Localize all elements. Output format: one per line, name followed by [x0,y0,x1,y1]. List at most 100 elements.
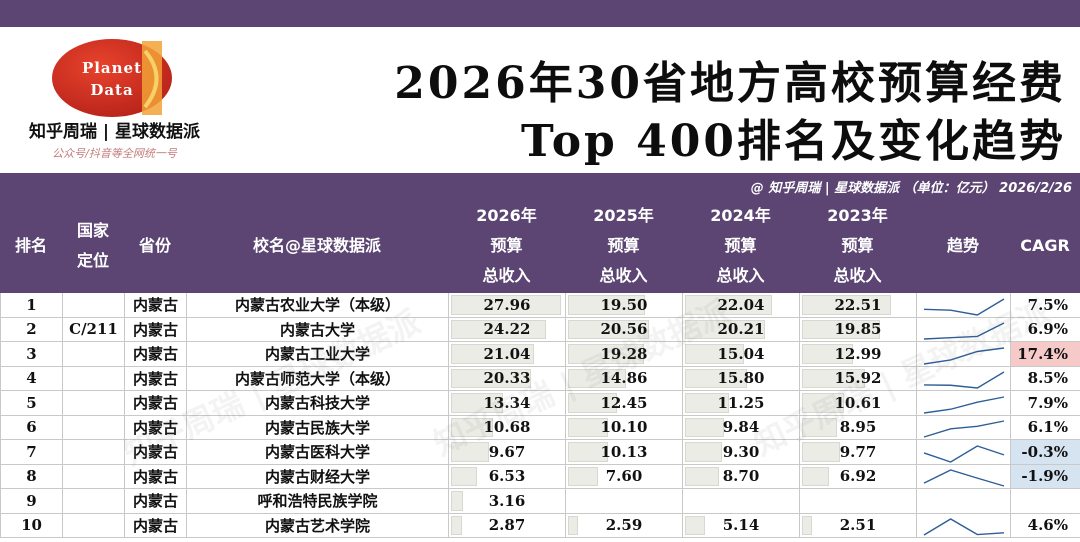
cell-trend [916,293,1010,318]
trend-line [923,444,1005,463]
cell-province: 内蒙古 [124,391,186,416]
column-header-y2026-line: 总收入 [482,266,531,285]
credit-text: @ 知乎周瑞 | 星球数据派 （单位：亿元） 2026/2/26 [750,181,1072,196]
column-header-type-line: 定位 [76,251,109,270]
cell-rank: 6 [0,415,62,440]
cell-y2023: 9.77 [799,440,916,465]
column-header-y2023-line: 2023年 [827,206,888,225]
trend-sparkline [923,347,1005,365]
trend-line [923,322,1005,340]
budget-value: 15.92 [834,369,882,388]
column-header-province-line: 省份 [138,236,171,255]
budget-value: 10.61 [834,393,882,412]
cell-y2026: 6.53 [448,464,565,489]
column-header-y2025: 2025年 预算 总收入 [565,199,682,293]
table-row: 10 内蒙古 内蒙古艺术学院 2.87 2.59 5.14 2.51 4.6% [0,513,1080,538]
data-bar [685,319,765,339]
budget-value: 10.10 [600,418,648,437]
column-header-school: 校名@星球数据派 [186,199,448,293]
cell-y2024: 9.30 [682,440,799,465]
cell-rank: 8 [0,464,62,489]
data-bar [802,368,865,388]
table-row: 7 内蒙古 内蒙古医科大学 9.67 10.13 9.30 9.77 -0.3% [0,440,1080,465]
budget-value: 6.53 [488,467,526,486]
column-header-rank-line: 排名 [14,236,47,255]
data-bar [451,295,561,315]
cell-y2025: 10.10 [565,415,682,440]
trend-sparkline [923,444,1005,463]
column-header-cagr-line: CAGR [1020,236,1070,255]
cell-rank: 2 [0,317,62,342]
budget-value: 8.70 [722,467,760,486]
cell-y2023: 2.51 [799,513,916,538]
cell-y2025: 10.13 [565,440,682,465]
data-bar [568,295,645,315]
column-header-y2025-line: 总收入 [599,266,648,285]
data-bar [568,344,644,364]
column-header-type-line: 国家 [76,221,109,240]
trend-sparkline [923,518,1005,536]
cell-trend [916,342,1010,367]
data-bar [685,515,706,535]
cell-cagr: 17.4% [1010,342,1080,367]
column-header-rank: 排名 [0,199,62,293]
budget-value: 20.33 [483,369,531,388]
cell-y2023: 6.92 [799,464,916,489]
budget-value: 2.87 [488,516,526,535]
column-header-y2025-line: 2025年 [593,206,654,225]
cell-y2023: 12.99 [799,342,916,367]
data-bar [451,442,490,462]
column-header-trend-line: 趋势 [946,236,979,255]
cell-trend [916,489,1010,514]
data-bar [802,393,844,413]
column-header-y2026: 2026年 预算 总收入 [448,199,565,293]
credit-bar: @ 知乎周瑞 | 星球数据派 （单位：亿元） 2026/2/26 [0,173,1080,199]
cell-y2026: 2.87 [448,513,565,538]
column-header-province: 省份 [124,199,186,293]
table-row: 3 内蒙古 内蒙古工业大学 21.04 19.28 15.04 12.99 17.4% [0,342,1080,367]
budget-value: 10.13 [600,442,648,461]
page-header: Planet Data 知乎周瑞 | 星球数据派 公众号/抖音等全网统一号 20… [0,27,1080,173]
budget-value: 27.96 [483,295,531,314]
brand-name: 知乎周瑞 | 星球数据派 [28,122,201,142]
cell-school: 内蒙古艺术学院 [186,513,448,538]
cell-province: 内蒙古 [124,317,186,342]
cell-cagr: 7.9% [1010,391,1080,416]
data-bar [685,442,722,462]
data-bar [685,368,748,388]
budget-value: 13.34 [483,393,531,412]
cell-type [62,342,124,367]
cell-y2026: 24.22 [448,317,565,342]
cell-y2026: 27.96 [448,293,565,318]
budget-value: 7.60 [605,467,643,486]
data-bar [802,466,830,486]
budget-value: 2.59 [605,516,643,535]
data-bar [451,319,547,339]
cell-school: 内蒙古民族大学 [186,415,448,440]
cell-rank: 4 [0,366,62,391]
cell-y2025: 19.28 [565,342,682,367]
data-bar [451,344,534,364]
cell-trend [916,391,1010,416]
column-header-cagr: CAGR [1010,199,1080,293]
data-bar [568,319,649,339]
data-bar [451,491,464,511]
data-bar [568,515,579,535]
data-bar [568,417,608,437]
cell-school: 内蒙古农业大学（本级） [186,293,448,318]
cell-y2025: 20.56 [565,317,682,342]
cell-province: 内蒙古 [124,513,186,538]
table-row: 8 内蒙古 内蒙古财经大学 6.53 7.60 8.70 6.92 -1.9% [0,464,1080,489]
data-bar [568,466,598,486]
column-header-y2026-line: 预算 [490,236,523,255]
cell-rank: 1 [0,293,62,318]
cell-y2024: 11.25 [682,391,799,416]
budget-value: 9.84 [722,418,760,437]
cell-y2024: 9.84 [682,415,799,440]
trend-line [923,420,1005,438]
cell-province: 内蒙古 [124,440,186,465]
cell-y2025: 12.45 [565,391,682,416]
cell-type [62,415,124,440]
column-header-y2023-line: 总收入 [833,266,882,285]
data-bar [451,393,504,413]
